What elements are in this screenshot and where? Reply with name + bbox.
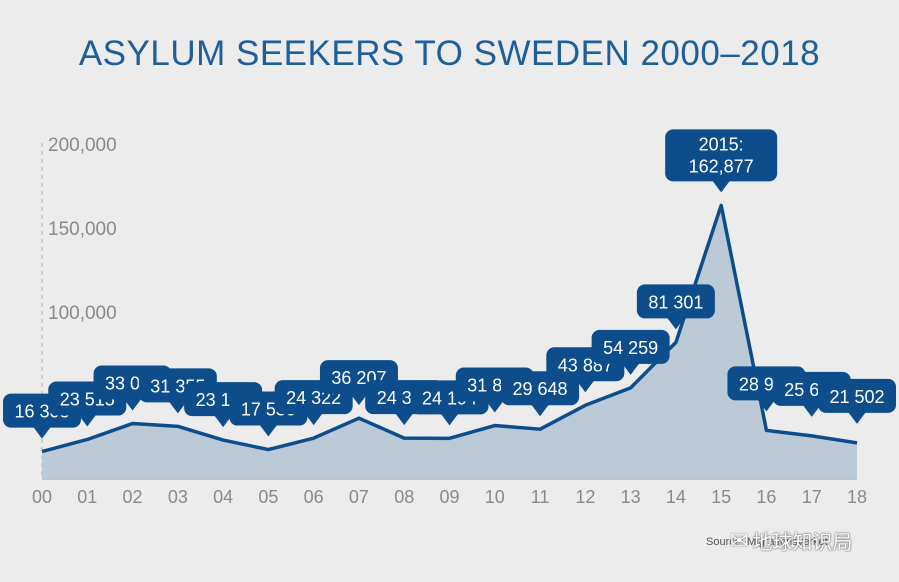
x-tick-label: 09 [439,487,459,507]
source-note: Source: Migrationsverket [706,536,828,548]
data-label-pointer [621,362,640,375]
x-tick-label: 03 [168,487,188,507]
data-label-box [665,129,778,182]
data-label-pointer [757,399,776,412]
data-label-pointer [531,404,550,417]
x-tick-label: 11 [531,487,550,507]
data-label-pointer [848,411,866,424]
data-label: 21 502 [818,378,896,424]
x-tick-label: 05 [258,487,278,507]
data-label-text: 21 502 [829,387,884,407]
y-tick-label: 100,000 [48,303,117,324]
x-tick-label: 07 [349,487,369,507]
data-label-pointer [666,317,685,330]
area-fill [42,205,857,479]
data-label-text: 29 648 [513,379,568,399]
x-tick-label: 14 [666,487,686,507]
data-label-pointer [259,424,278,437]
y-tick-label: 150,000 [48,219,117,240]
x-tick-label: 08 [394,487,414,507]
data-label-pointer [214,415,233,428]
data-label-pointer [304,413,323,426]
x-tick-label: 15 [711,487,731,507]
data-label-pointer [712,180,731,193]
x-tick-label: 06 [304,487,324,507]
data-label: 54 259 [591,329,670,375]
watermark: ✉ 地球知识局 [730,526,852,555]
x-tick-label: 13 [621,487,641,507]
x-tick-label: 17 [802,487,822,507]
data-label-box [636,284,715,319]
data-label-pointer [33,426,51,439]
x-tick-label: 16 [756,487,776,507]
data-label-pointer [485,400,504,413]
data-label-pointer [576,380,595,393]
x-tick-label: 18 [847,487,867,507]
data-label-pointer [802,404,821,417]
x-tick-label: 02 [123,487,143,507]
data-label: 2015:162,877 [665,129,778,193]
data-label-text: 54 259 [603,338,658,358]
data-label-pointer [349,393,368,406]
data-label-pointer [395,413,414,426]
data-label-text: 81 301 [648,292,703,312]
data-label-pointer [123,398,142,411]
chart-title: ASYLUM SEEKERS TO SWEDEN 2000–2018 [78,34,821,73]
x-tick-label: 01 [77,487,97,507]
data-label-text: 2015: [699,134,744,154]
data-label-pointer [440,413,459,426]
data-label-box [591,329,670,364]
watermark-text: 地球知识局 [752,532,853,554]
y-tick-label: 200,000 [48,135,117,156]
data-label-text: 162,877 [689,156,754,176]
x-tick-label: 00 [32,487,52,507]
wechat-icon: ✉ [730,527,749,553]
x-tick-label: 10 [485,487,505,507]
data-label: 81 301 [636,284,715,330]
data-label-pointer [168,401,187,414]
x-tick-label: 04 [213,487,233,507]
x-tick-label: 12 [575,487,595,507]
data-label-pointer [78,414,97,427]
series-line [41,203,858,454]
data-label-box [818,378,896,413]
